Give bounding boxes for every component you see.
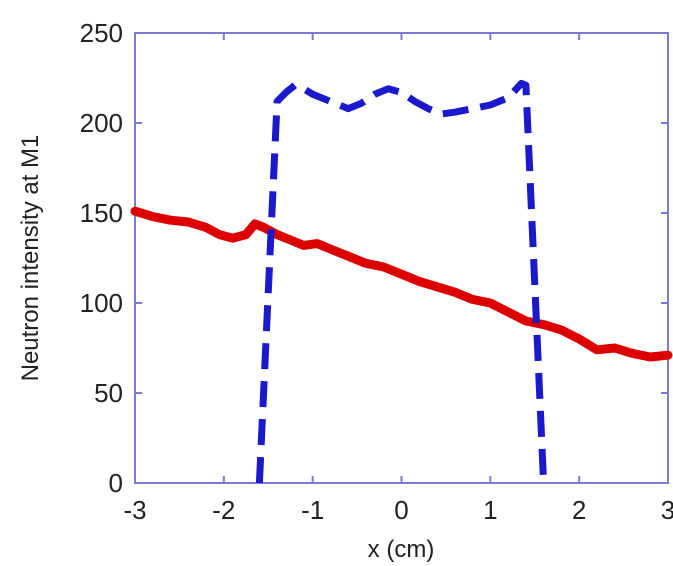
data-point xyxy=(259,483,260,484)
y-tick-label: 150 xyxy=(80,198,123,228)
y-tick-label: 50 xyxy=(94,378,123,408)
series-group xyxy=(130,79,673,484)
x-tick-label: -2 xyxy=(212,495,235,525)
data-point xyxy=(508,97,509,98)
data-point xyxy=(290,240,291,241)
data-point xyxy=(170,220,171,221)
data-point xyxy=(348,108,349,109)
data-point xyxy=(490,105,491,106)
data-point xyxy=(361,103,362,104)
x-tick-label: 3 xyxy=(661,495,673,525)
data-point xyxy=(135,211,136,212)
axis-ticks xyxy=(134,32,669,484)
data-point xyxy=(206,227,207,228)
data-point xyxy=(365,263,366,264)
data-point xyxy=(277,101,278,102)
data-point xyxy=(414,101,415,102)
data-point xyxy=(525,321,526,322)
data-point xyxy=(401,274,402,275)
series-dashed-line xyxy=(255,79,548,484)
data-point xyxy=(472,108,473,109)
data-point xyxy=(232,238,233,239)
data-point xyxy=(152,216,153,217)
data-point xyxy=(348,256,349,257)
data-point xyxy=(383,267,384,268)
data-point xyxy=(454,112,455,113)
plot-area xyxy=(134,32,669,484)
data-point xyxy=(521,83,522,84)
data-point xyxy=(330,249,331,250)
data-point xyxy=(632,353,633,354)
data-point xyxy=(419,281,420,282)
data-point xyxy=(596,349,597,350)
x-tick-label: -1 xyxy=(301,495,324,525)
data-point xyxy=(428,108,429,109)
y-axis-label: Neutron intensity at M1 xyxy=(17,135,44,382)
data-point xyxy=(668,355,669,356)
x-tick-label: -3 xyxy=(123,495,146,525)
data-point xyxy=(317,243,318,244)
data-point xyxy=(454,292,455,293)
data-point xyxy=(303,245,304,246)
y-tick-label: 100 xyxy=(80,288,123,318)
y-tick-label: 0 xyxy=(109,468,123,498)
data-point xyxy=(490,303,491,304)
data-point xyxy=(437,286,438,287)
x-axis-label: x (cm) xyxy=(368,536,435,563)
data-point xyxy=(561,330,562,331)
data-point xyxy=(277,234,278,235)
data-point xyxy=(303,88,304,89)
data-point xyxy=(374,94,375,95)
data-point xyxy=(246,234,247,235)
data-point xyxy=(472,299,473,300)
data-point xyxy=(388,88,389,89)
data-point xyxy=(401,92,402,93)
x-tick-label: 2 xyxy=(572,495,586,525)
data-point xyxy=(441,114,442,115)
data-point xyxy=(294,85,295,86)
data-point xyxy=(330,101,331,102)
data-point xyxy=(219,234,220,235)
x-tick-label: 1 xyxy=(483,495,497,525)
data-point xyxy=(525,85,526,86)
data-point xyxy=(312,94,313,95)
data-point xyxy=(263,227,264,228)
data-point xyxy=(254,223,255,224)
data-point xyxy=(286,92,287,93)
data-point xyxy=(508,312,509,313)
y-tick-label: 250 xyxy=(80,18,123,48)
data-point xyxy=(614,348,615,349)
y-tick-label: 200 xyxy=(80,108,123,138)
data-point xyxy=(650,357,651,358)
data-point xyxy=(188,222,189,223)
data-point xyxy=(543,483,544,484)
data-point xyxy=(579,339,580,340)
data-point xyxy=(543,324,544,325)
x-tick-label: 0 xyxy=(394,495,408,525)
series-solid-line xyxy=(130,206,673,362)
tick-labels: -3 -2 -1 0 1 2 3 0 50 100 150 200 250 xyxy=(80,18,673,525)
